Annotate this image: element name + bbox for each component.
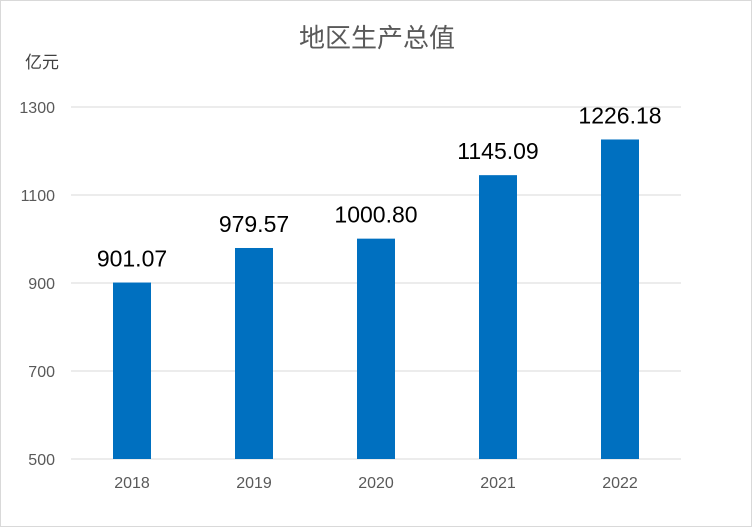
x-tick-label: 2021 xyxy=(480,475,516,492)
x-tick-label: 2020 xyxy=(358,475,394,492)
x-tick-label: 2018 xyxy=(114,475,150,492)
y-axis-ticks: 500 700 900 1100 1300 xyxy=(19,100,55,469)
x-tick-label: 2019 xyxy=(236,475,272,492)
y-tick-label: 900 xyxy=(28,276,55,293)
data-label-2020: 1000.80 xyxy=(334,202,417,228)
bar-2019 xyxy=(235,247,273,459)
bar-2022 xyxy=(601,139,639,459)
bars xyxy=(113,139,639,459)
data-label-2022: 1226.18 xyxy=(578,102,661,128)
data-labels: 901.07 979.57 1000.80 1145.09 1226.18 xyxy=(97,102,662,271)
data-label-2018: 901.07 xyxy=(97,246,167,272)
bar-2020 xyxy=(357,238,395,459)
y-tick-label: 500 xyxy=(28,452,55,469)
bar-2021 xyxy=(479,175,517,459)
chart-title: 地区生产总值 xyxy=(299,24,455,54)
y-tick-label: 1100 xyxy=(21,188,56,205)
y-axis-unit-label: 亿元 xyxy=(25,53,59,73)
data-label-2019: 979.57 xyxy=(219,211,289,237)
data-label-2021: 1145.09 xyxy=(457,138,538,164)
x-axis-ticks: 2018 2019 2020 2021 2022 xyxy=(114,475,638,492)
bar-2018 xyxy=(113,282,151,459)
y-tick-label: 1300 xyxy=(19,100,55,117)
y-tick-label: 700 xyxy=(28,364,55,381)
x-tick-label: 2022 xyxy=(602,475,638,492)
